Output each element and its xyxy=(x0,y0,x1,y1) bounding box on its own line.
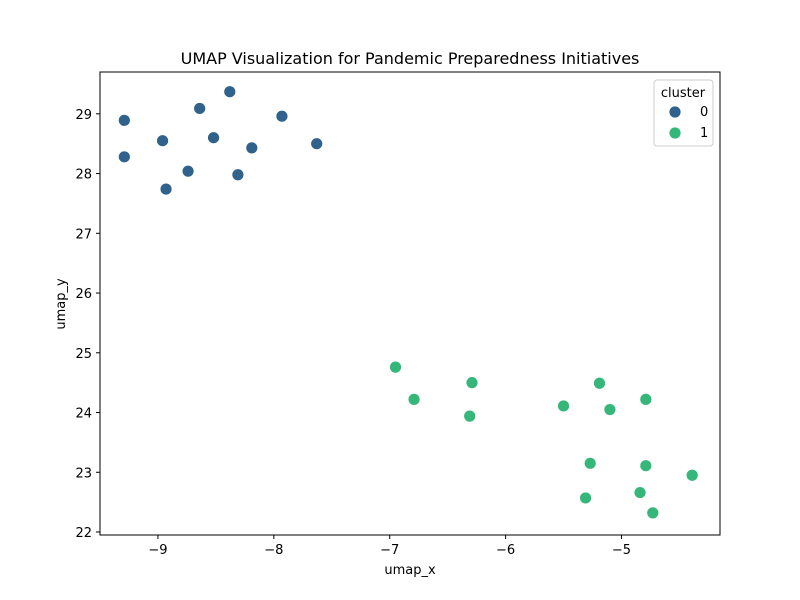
y-tick-label: 23 xyxy=(75,466,92,481)
scatter-point-cluster-1 xyxy=(639,392,653,406)
y-tick-label: 28 xyxy=(75,168,92,183)
y-tick-label: 29 xyxy=(75,108,92,123)
scatter-point-cluster-0 xyxy=(117,150,131,164)
axes-frame xyxy=(99,71,721,536)
y-tick-label: 25 xyxy=(75,347,92,362)
y-tick-label: 27 xyxy=(75,227,92,242)
scatter-points xyxy=(117,85,699,520)
scatter-point-cluster-1 xyxy=(389,360,402,374)
x-axis-label: umap_x xyxy=(384,563,436,578)
scatter-point-cluster-0 xyxy=(193,102,207,115)
scatter-point-cluster-0 xyxy=(207,131,220,145)
scatter-point-cluster-0 xyxy=(275,109,289,123)
x-tick-label: −8 xyxy=(264,543,283,558)
scatter-point-cluster-1 xyxy=(407,392,421,406)
scatter-point-cluster-0 xyxy=(223,85,237,99)
x-axis: −9 −8 −7 −6 −5 xyxy=(148,535,631,558)
chart-title: UMAP Visualization for Pandemic Prepared… xyxy=(181,49,640,68)
legend-marker-cluster-1 xyxy=(668,126,682,140)
scatter-point-cluster-1 xyxy=(593,376,606,390)
legend-marker-cluster-0 xyxy=(668,105,682,119)
plot-area xyxy=(99,71,721,536)
scatter-point-cluster-1 xyxy=(646,506,660,520)
scatter-point-cluster-0 xyxy=(156,134,169,148)
legend-title: cluster xyxy=(661,86,706,101)
y-tick-label: 26 xyxy=(75,287,92,302)
scatter-point-cluster-0 xyxy=(159,182,173,196)
scatter-point-cluster-0 xyxy=(117,113,131,127)
scatter-point-cluster-0 xyxy=(231,168,245,182)
scatter-point-cluster-1 xyxy=(463,409,477,423)
x-tick-label: −7 xyxy=(380,543,399,558)
legend-box xyxy=(653,79,714,147)
y-axis: 22 23 24 25 26 27 28 29 xyxy=(75,108,100,541)
y-axis-label: umap_y xyxy=(54,278,69,330)
legend-label-cluster-0: 0 xyxy=(700,105,708,120)
legend-label-cluster-1: 1 xyxy=(700,126,708,141)
scatter-point-cluster-0 xyxy=(245,141,259,155)
scatter-point-cluster-1 xyxy=(603,403,617,416)
x-tick-label: −9 xyxy=(148,543,167,558)
scatter-point-cluster-0 xyxy=(181,164,195,178)
legend: cluster 0 1 xyxy=(653,79,714,147)
scatter-point-cluster-1 xyxy=(557,399,570,413)
x-tick-label: −6 xyxy=(496,543,515,558)
scatter-point-cluster-1 xyxy=(685,468,699,482)
scatter-point-cluster-0 xyxy=(310,137,324,151)
scatter-point-cluster-1 xyxy=(639,459,653,473)
scatter-point-cluster-1 xyxy=(579,491,592,505)
y-tick-label: 22 xyxy=(75,526,92,541)
x-tick-label: −5 xyxy=(612,543,631,558)
scatter-point-cluster-1 xyxy=(465,376,479,390)
scatter-point-cluster-1 xyxy=(633,486,647,499)
scatter-point-cluster-1 xyxy=(583,456,597,470)
y-tick-label: 24 xyxy=(75,407,92,422)
